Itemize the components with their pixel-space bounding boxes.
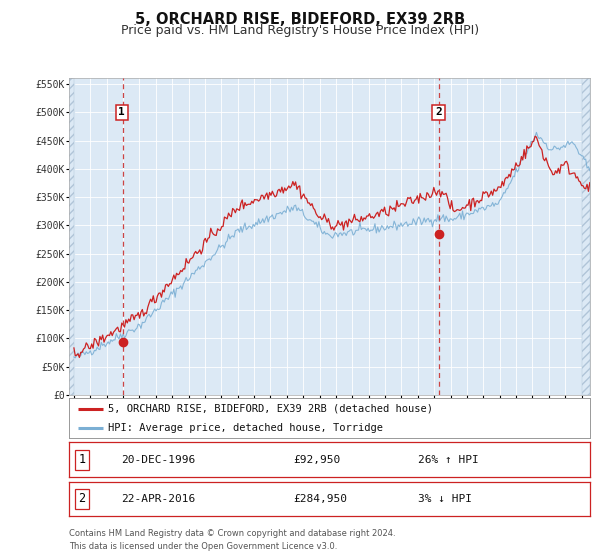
Text: 1: 1	[118, 108, 125, 117]
Text: 3% ↓ HPI: 3% ↓ HPI	[418, 494, 472, 504]
Text: This data is licensed under the Open Government Licence v3.0.: This data is licensed under the Open Gov…	[69, 542, 337, 550]
Text: Contains HM Land Registry data © Crown copyright and database right 2024.: Contains HM Land Registry data © Crown c…	[69, 529, 395, 538]
Text: 20-DEC-1996: 20-DEC-1996	[121, 455, 196, 465]
Text: 22-APR-2016: 22-APR-2016	[121, 494, 196, 504]
Text: 26% ↑ HPI: 26% ↑ HPI	[418, 455, 479, 465]
Text: 5, ORCHARD RISE, BIDEFORD, EX39 2RB: 5, ORCHARD RISE, BIDEFORD, EX39 2RB	[135, 12, 465, 27]
Text: £92,950: £92,950	[293, 455, 340, 465]
Text: HPI: Average price, detached house, Torridge: HPI: Average price, detached house, Torr…	[108, 423, 383, 433]
Text: 5, ORCHARD RISE, BIDEFORD, EX39 2RB (detached house): 5, ORCHARD RISE, BIDEFORD, EX39 2RB (det…	[108, 404, 433, 414]
Text: 2: 2	[435, 108, 442, 117]
Text: 2: 2	[79, 492, 86, 506]
Text: Price paid vs. HM Land Registry's House Price Index (HPI): Price paid vs. HM Land Registry's House …	[121, 24, 479, 37]
Text: 1: 1	[79, 453, 86, 466]
Text: £284,950: £284,950	[293, 494, 347, 504]
